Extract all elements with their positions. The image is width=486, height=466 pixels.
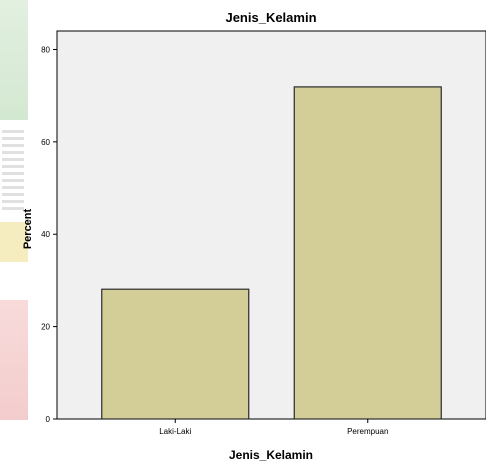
watermark-yellow-band xyxy=(0,222,28,262)
watermark-green-band xyxy=(0,0,28,120)
x-axis: Laki-Laki Perempuan xyxy=(159,419,388,436)
x-tick-label: Laki-Laki xyxy=(159,427,191,436)
watermark-red-band xyxy=(0,300,28,420)
watermark-striped-band xyxy=(2,130,24,210)
bars-group xyxy=(101,86,442,420)
bar-laki-laki xyxy=(101,288,250,420)
watermark-strip xyxy=(0,0,28,466)
chart-title: Jenis_Kelamin xyxy=(225,10,316,25)
bar-perempuan xyxy=(293,86,442,420)
y-axis-label: Percent xyxy=(22,208,34,249)
y-tick-label: 0 xyxy=(46,415,51,424)
y-tick-label: 80 xyxy=(41,45,50,54)
y-tick-label: 40 xyxy=(41,230,50,239)
y-tick-label: 20 xyxy=(41,323,50,332)
y-axis: 0 20 40 60 80 xyxy=(41,45,57,424)
x-tick-label: Perempuan xyxy=(347,427,388,436)
x-axis-label: Jenis_Kelamin xyxy=(229,448,313,462)
y-tick-label: 60 xyxy=(41,138,50,147)
